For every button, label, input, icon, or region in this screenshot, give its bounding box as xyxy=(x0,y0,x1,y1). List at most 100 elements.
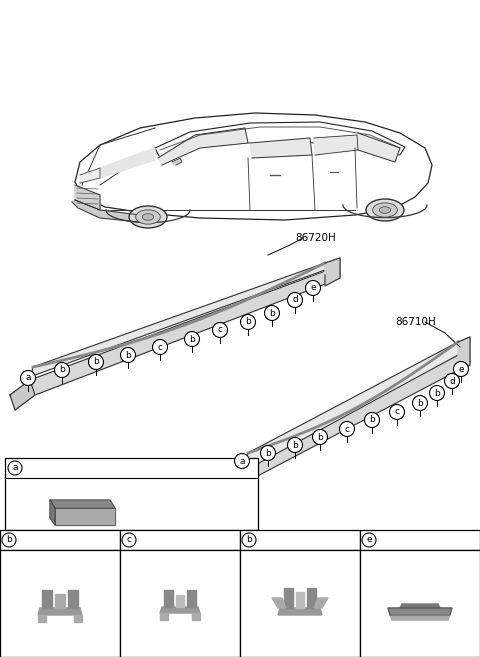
Text: c: c xyxy=(395,407,399,417)
Polygon shape xyxy=(314,135,358,155)
Text: a: a xyxy=(239,457,245,466)
Text: 86710H: 86710H xyxy=(395,317,436,327)
Ellipse shape xyxy=(142,214,154,220)
Polygon shape xyxy=(458,337,470,372)
Polygon shape xyxy=(160,613,168,620)
Bar xyxy=(120,550,240,657)
Polygon shape xyxy=(250,138,312,158)
Text: c: c xyxy=(127,535,132,545)
Ellipse shape xyxy=(379,207,391,214)
Polygon shape xyxy=(55,508,115,525)
Circle shape xyxy=(184,332,200,346)
Text: 87216X: 87216X xyxy=(260,541,297,551)
Circle shape xyxy=(235,453,250,468)
Circle shape xyxy=(430,386,444,401)
Text: b: b xyxy=(434,388,440,397)
Circle shape xyxy=(261,445,276,461)
Text: a: a xyxy=(25,373,31,382)
Text: b: b xyxy=(93,357,99,367)
Polygon shape xyxy=(30,258,340,380)
Polygon shape xyxy=(390,615,450,620)
Circle shape xyxy=(444,373,459,388)
Text: a: a xyxy=(12,463,18,472)
Polygon shape xyxy=(68,590,78,608)
Polygon shape xyxy=(160,607,200,613)
Bar xyxy=(240,550,360,657)
Text: b: b xyxy=(125,350,131,359)
Polygon shape xyxy=(192,613,200,620)
Circle shape xyxy=(88,355,104,369)
Circle shape xyxy=(454,361,468,376)
Polygon shape xyxy=(100,148,155,178)
Circle shape xyxy=(362,533,376,547)
Text: b: b xyxy=(269,309,275,317)
Circle shape xyxy=(305,281,321,296)
Polygon shape xyxy=(38,615,46,622)
Text: d: d xyxy=(449,376,455,386)
Polygon shape xyxy=(314,598,328,608)
Ellipse shape xyxy=(129,206,167,228)
Bar xyxy=(360,530,480,550)
Circle shape xyxy=(55,363,70,378)
Circle shape xyxy=(213,323,228,338)
Text: 86720H: 86720H xyxy=(295,233,336,243)
Polygon shape xyxy=(55,594,65,608)
Circle shape xyxy=(120,348,135,363)
Circle shape xyxy=(312,430,327,445)
Polygon shape xyxy=(358,133,400,162)
Text: 87218R: 87218R xyxy=(30,459,68,469)
Text: e: e xyxy=(366,535,372,545)
Polygon shape xyxy=(72,200,140,222)
Polygon shape xyxy=(38,608,82,615)
Polygon shape xyxy=(75,113,432,220)
Polygon shape xyxy=(225,350,470,495)
Polygon shape xyxy=(225,465,250,495)
Polygon shape xyxy=(400,604,440,608)
Text: b: b xyxy=(317,432,323,442)
Polygon shape xyxy=(74,615,82,622)
Circle shape xyxy=(21,371,36,386)
Ellipse shape xyxy=(372,203,397,217)
Polygon shape xyxy=(155,122,405,158)
Bar xyxy=(0,550,120,657)
Circle shape xyxy=(242,533,256,547)
Polygon shape xyxy=(75,185,100,210)
Bar xyxy=(0,530,120,550)
Bar xyxy=(5,458,258,530)
Text: 87215G: 87215G xyxy=(20,533,57,541)
Text: 87218L: 87218L xyxy=(30,469,66,479)
Circle shape xyxy=(412,396,428,411)
Text: 87219B: 87219B xyxy=(380,541,416,551)
Ellipse shape xyxy=(366,199,404,221)
Polygon shape xyxy=(245,337,470,468)
Polygon shape xyxy=(284,588,293,608)
Text: e: e xyxy=(458,365,464,373)
Text: 86735A: 86735A xyxy=(140,533,177,541)
Text: c: c xyxy=(157,342,163,351)
Circle shape xyxy=(364,413,380,428)
Circle shape xyxy=(8,461,22,475)
Polygon shape xyxy=(50,500,55,525)
Polygon shape xyxy=(187,590,196,607)
Circle shape xyxy=(2,533,16,547)
Polygon shape xyxy=(296,592,304,608)
Text: b: b xyxy=(6,535,12,545)
Text: b: b xyxy=(417,399,423,407)
Text: e: e xyxy=(310,284,316,292)
Polygon shape xyxy=(42,590,52,608)
Circle shape xyxy=(288,438,302,453)
Text: 87229B: 87229B xyxy=(380,533,416,541)
Polygon shape xyxy=(278,608,322,615)
Text: b: b xyxy=(265,449,271,457)
Text: b: b xyxy=(59,365,65,374)
Polygon shape xyxy=(176,595,184,607)
Text: c: c xyxy=(217,325,223,334)
Ellipse shape xyxy=(136,210,160,224)
Polygon shape xyxy=(10,265,340,410)
Polygon shape xyxy=(388,608,452,615)
Polygon shape xyxy=(164,590,173,607)
Circle shape xyxy=(153,340,168,355)
Text: b: b xyxy=(369,415,375,424)
Polygon shape xyxy=(50,500,115,508)
Polygon shape xyxy=(172,158,182,165)
